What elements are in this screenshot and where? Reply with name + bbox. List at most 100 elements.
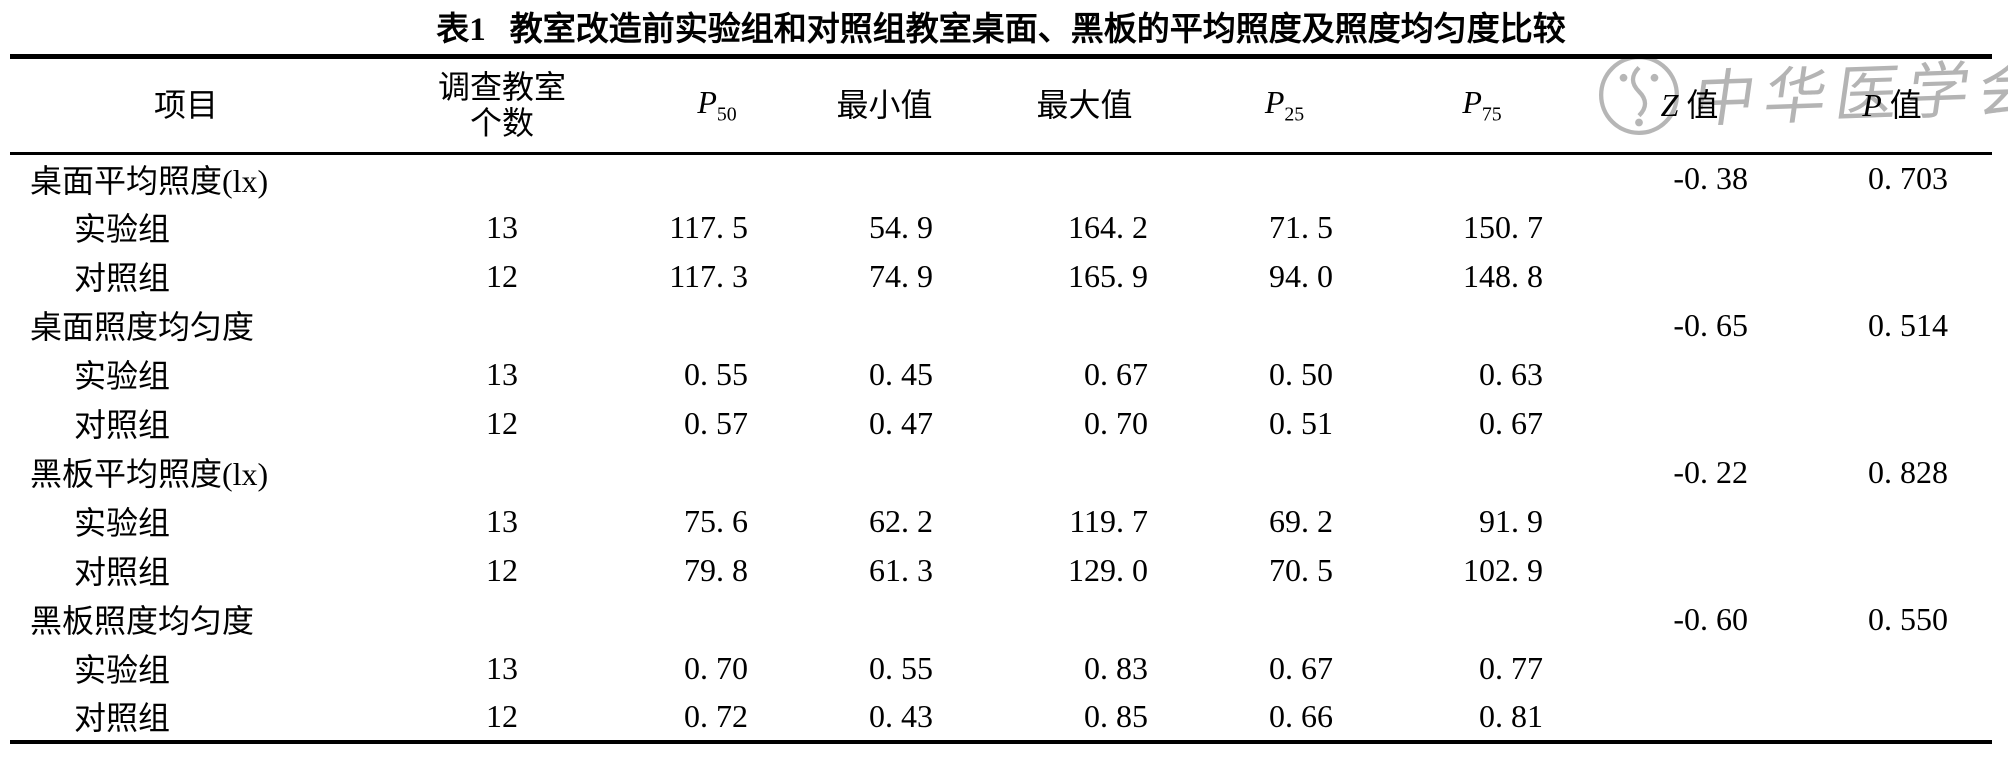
cell-item: 对照组	[74, 554, 171, 590]
col-header-item: 项目	[153, 86, 218, 123]
table-row: 对照组 12 79. 8 61. 3 129. 0 70. 5 102. 9	[10, 546, 1992, 595]
cell-max	[977, 301, 1192, 350]
table-title-text: 教室改造前实验组和对照组教室桌面、黑板的平均照度及照度均匀度比较	[509, 12, 1566, 48]
table-row: 实验组 13 75. 6 62. 2 119. 7 69. 2 91. 9	[10, 497, 1992, 546]
cell-p25: 0. 67	[1269, 649, 1333, 686]
cell-item: 实验组	[74, 211, 171, 247]
cell-p75: 0. 63	[1479, 355, 1543, 392]
table-number: 表1	[436, 12, 486, 48]
data-table: 项目 调查教室 个数 P50 最小值 最大值 P25 P75 Z 值 P 值 桌面…	[10, 54, 1992, 744]
cell-min	[792, 448, 977, 497]
col-header-p75: P75	[1462, 84, 1502, 126]
cell-z: -0. 60	[1673, 600, 1748, 637]
cell-item: 实验组	[74, 505, 171, 541]
cell-p75	[1377, 301, 1587, 350]
cell-p75	[1377, 595, 1587, 644]
cell-count: 12	[486, 697, 518, 734]
cell-count	[362, 448, 642, 497]
table-header-row: 项目 调查教室 个数 P50 最小值 最大值 P25 P75 Z 值 P 值	[10, 57, 1992, 154]
cell-p	[1792, 203, 1992, 252]
cell-max	[977, 154, 1192, 203]
cell-z	[1587, 546, 1792, 595]
col-header-count: 调查教室 个数	[437, 68, 566, 141]
cell-p75	[1377, 154, 1587, 203]
cell-item: 实验组	[74, 358, 171, 394]
cell-min: 74. 9	[869, 257, 933, 294]
table-row: 实验组 13 0. 70 0. 55 0. 83 0. 67 0. 77	[10, 644, 1992, 693]
cell-count	[362, 154, 642, 203]
cell-z	[1587, 350, 1792, 399]
cell-count: 13	[486, 502, 518, 539]
cell-item: 对照组	[74, 700, 171, 736]
cell-item: 实验组	[74, 652, 171, 688]
cell-p50: 117. 5	[669, 208, 748, 245]
col-header-p: P 值	[1862, 86, 1922, 123]
cell-item: 桌面照度均匀度	[30, 309, 255, 345]
cell-p: 0. 550	[1868, 600, 1948, 637]
cell-p25: 94. 0	[1269, 257, 1333, 294]
cell-max: 0. 85	[1084, 697, 1148, 734]
cell-max: 165. 9	[1068, 257, 1148, 294]
cell-p75: 102. 9	[1463, 551, 1543, 588]
cell-count: 12	[486, 551, 518, 588]
cell-count: 13	[486, 355, 518, 392]
cell-min	[792, 154, 977, 203]
cell-z	[1587, 497, 1792, 546]
cell-p50	[642, 301, 792, 350]
paper-page: 中华医学会 表1 教室改造前实验组和对照组教室桌面、黑板的平均照度及照度均匀度比较…	[0, 6, 2008, 776]
cell-item: 对照组	[74, 260, 171, 296]
cell-p50: 0. 72	[684, 697, 748, 734]
cell-max: 0. 83	[1084, 649, 1148, 686]
cell-count: 12	[486, 404, 518, 441]
cell-min: 61. 3	[869, 551, 933, 588]
cell-p25	[1192, 154, 1377, 203]
cell-p: 0. 703	[1868, 160, 1948, 197]
cell-p75: 0. 77	[1479, 649, 1543, 686]
cell-p25: 71. 5	[1269, 208, 1333, 245]
cell-p25: 69. 2	[1269, 502, 1333, 539]
cell-p75: 150. 7	[1463, 208, 1543, 245]
cell-p50: 117. 3	[669, 257, 748, 294]
cell-p50	[642, 154, 792, 203]
cell-p25: 0. 66	[1269, 697, 1333, 734]
cell-p: 0. 828	[1868, 453, 1948, 490]
cell-z	[1587, 252, 1792, 301]
cell-max: 129. 0	[1068, 551, 1148, 588]
cell-min	[792, 301, 977, 350]
cell-max: 0. 67	[1084, 355, 1148, 392]
cell-p50	[642, 595, 792, 644]
cell-max: 0. 70	[1084, 404, 1148, 441]
cell-p50: 0. 55	[684, 355, 748, 392]
cell-p25: 70. 5	[1269, 551, 1333, 588]
cell-min: 0. 43	[869, 697, 933, 734]
cell-count: 13	[486, 649, 518, 686]
cell-p25	[1192, 595, 1377, 644]
cell-p75	[1377, 448, 1587, 497]
cell-count	[362, 301, 642, 350]
cell-z	[1587, 203, 1792, 252]
cell-item: 黑板平均照度(lx)	[30, 456, 269, 492]
cell-p	[1792, 546, 1992, 595]
cell-item: 黑板照度均匀度	[30, 603, 255, 639]
cell-p50	[642, 448, 792, 497]
cell-p75: 0. 67	[1479, 404, 1543, 441]
cell-p75: 91. 9	[1479, 502, 1543, 539]
cell-p25: 0. 51	[1269, 404, 1333, 441]
table-row: 实验组 13 117. 5 54. 9 164. 2 71. 5 150. 7	[10, 203, 1992, 252]
cell-p50: 0. 57	[684, 404, 748, 441]
cell-max: 119. 7	[1069, 502, 1148, 539]
cell-min	[792, 595, 977, 644]
cell-min: 0. 45	[869, 355, 933, 392]
cell-z: -0. 22	[1673, 453, 1748, 490]
table-row: 桌面照度均匀度 -0. 65 0. 514	[10, 301, 1992, 350]
cell-z	[1587, 693, 1792, 742]
cell-p	[1792, 693, 1992, 742]
cell-p75: 148. 8	[1463, 257, 1543, 294]
cell-count	[362, 595, 642, 644]
col-header-z: Z 值	[1660, 86, 1719, 123]
cell-p25: 0. 50	[1269, 355, 1333, 392]
cell-min: 0. 47	[869, 404, 933, 441]
col-header-max: 最大值	[1036, 86, 1133, 123]
table-row: 黑板照度均匀度 -0. 60 0. 550	[10, 595, 1992, 644]
cell-max	[977, 448, 1192, 497]
